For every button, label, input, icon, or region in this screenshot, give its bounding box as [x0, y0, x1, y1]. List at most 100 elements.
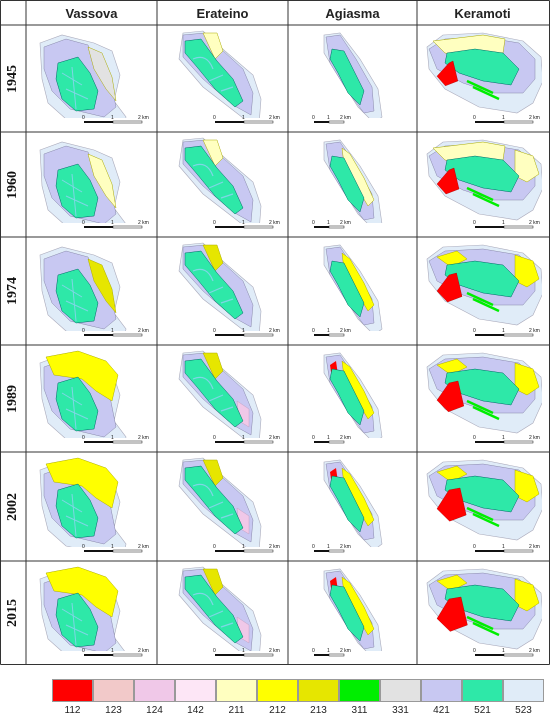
scale-tick-0: 0 [312, 435, 315, 441]
scale-tick-1: 1 [111, 220, 114, 226]
scale-tick-2: 2 km [529, 648, 540, 654]
scale-tick-1: 1 [502, 220, 505, 226]
scale-tick-1: 1 [502, 648, 505, 654]
legend-swatch-212 [257, 679, 298, 702]
scale-tick-2: 2 km [269, 648, 280, 654]
scale-bar: 0 1 2 km [82, 115, 149, 124]
scale-tick-0: 0 [82, 115, 85, 121]
scale-bar: 0 1 2 km [312, 328, 351, 337]
land-cover-map [163, 565, 282, 662]
scale-tick-0: 0 [82, 435, 85, 441]
scale-tick-1: 1 [327, 648, 330, 654]
land-cover-map [423, 456, 544, 547]
map-vassova-2015: 0 1 2 km [26, 561, 157, 666]
scale-tick-0: 0 [312, 648, 315, 654]
land-cover-map [423, 29, 544, 118]
land-cover-map [294, 136, 411, 231]
legend-swatch-421 [421, 679, 462, 702]
legend-swatch-211 [216, 679, 257, 702]
land-cover-map [163, 349, 282, 446]
scale-tick-1: 1 [242, 115, 245, 121]
scale-tick-1: 1 [111, 648, 114, 654]
scale-tick-0: 0 [312, 544, 315, 550]
row-label-1945: 1945 [5, 64, 20, 93]
legend: 112 123 124 142 211 212 213 311 331 421 521 523 [0, 672, 550, 717]
scale-tick-2: 2 km [138, 544, 149, 550]
scale-bar: 0 1 2 km [312, 115, 351, 124]
scale-tick-0: 0 [82, 648, 85, 654]
land-cover-map [423, 565, 544, 651]
scale-bar: 0 1 2 km [82, 648, 149, 657]
scale-tick-0: 0 [213, 648, 216, 654]
column-header-erateino: Erateino [196, 6, 249, 21]
scale-tick-0: 0 [312, 220, 315, 226]
scale-bar: 0 1 2 km [213, 435, 280, 444]
scale-tick-1: 1 [111, 115, 114, 121]
scale-bar: 0 1 2 km [213, 115, 280, 124]
map-vassova-1974: 0 1 2 km [26, 237, 157, 345]
legend-swatch-311 [339, 679, 380, 702]
land-cover-map [423, 349, 544, 438]
legend-label-311: 311 [351, 705, 368, 716]
scale-bar: 0 1 2 km [213, 328, 280, 337]
legend-swatch-142 [175, 679, 216, 702]
land-cover-map [423, 241, 544, 331]
land-cover-map [32, 136, 151, 237]
scale-tick-0: 0 [473, 648, 476, 654]
column-header-agiasma: Agiasma [325, 6, 380, 21]
legend-swatch-331 [380, 679, 421, 702]
scale-tick-1: 1 [242, 328, 245, 334]
scale-bar: 0 1 2 km [312, 544, 351, 553]
land-cover-map [294, 349, 411, 444]
legend-label-421: 421 [433, 705, 450, 716]
scale-tick-2: 2 km [529, 115, 540, 121]
legend-swatch-124 [134, 679, 175, 702]
scale-tick-2: 2 km [340, 544, 351, 550]
land-cover-map [163, 456, 282, 553]
land-cover-map [32, 456, 151, 557]
scale-tick-0: 0 [213, 328, 216, 334]
map-agiasma-2015: 0 1 2 km [288, 561, 417, 665]
scale-tick-2: 2 km [269, 220, 280, 226]
land-cover-map [32, 29, 151, 130]
legend-swatch-213 [298, 679, 339, 702]
scale-tick-0: 0 [82, 328, 85, 334]
scale-tick-2: 2 km [529, 435, 540, 441]
row-label-1989: 1989 [5, 384, 20, 413]
scale-bar: 0 1 2 km [312, 435, 351, 444]
map-agiasma-2002: 0 1 2 km [288, 452, 417, 561]
scale-tick-2: 2 km [138, 648, 149, 654]
scale-bar: 0 1 2 km [213, 648, 280, 657]
scale-tick-0: 0 [473, 435, 476, 441]
land-cover-map [294, 241, 411, 336]
scale-tick-2: 2 km [138, 220, 149, 226]
row-label-2002: 2002 [5, 492, 20, 521]
map-erateino-1989: 0 1 2 km [157, 345, 288, 452]
scale-tick-2: 2 km [269, 328, 280, 334]
row-label-1960: 1960 [5, 170, 20, 199]
map-agiasma-1960: 0 1 2 km [288, 132, 417, 237]
scale-tick-1: 1 [502, 435, 505, 441]
map-keramoti-1989: 0 1 2 km [417, 345, 548, 452]
scale-tick-0: 0 [473, 328, 476, 334]
scale-tick-1: 1 [327, 115, 330, 121]
scale-tick-2: 2 km [529, 328, 540, 334]
land-cover-map [163, 29, 282, 126]
scale-tick-1: 1 [502, 115, 505, 121]
scale-tick-2: 2 km [269, 115, 280, 121]
scale-bar: 0 1 2 km [473, 544, 540, 553]
scale-bar: 0 1 2 km [82, 220, 149, 229]
scale-tick-2: 2 km [138, 115, 149, 121]
scale-tick-2: 2 km [340, 328, 351, 334]
map-figure-grid: Vassova Erateino Agiasma Keramoti 1945 1… [0, 0, 550, 666]
map-keramoti-2002: 0 1 2 km [417, 452, 548, 561]
scale-tick-1: 1 [111, 435, 114, 441]
scale-tick-2: 2 km [340, 648, 351, 654]
legend-swatch-521 [462, 679, 503, 702]
scale-tick-0: 0 [82, 544, 85, 550]
scale-bar: 0 1 2 km [82, 544, 149, 553]
map-erateino-1974: 0 1 2 km [157, 237, 288, 345]
scale-tick-1: 1 [327, 544, 330, 550]
scale-tick-0: 0 [473, 220, 476, 226]
scale-tick-1: 1 [111, 544, 114, 550]
